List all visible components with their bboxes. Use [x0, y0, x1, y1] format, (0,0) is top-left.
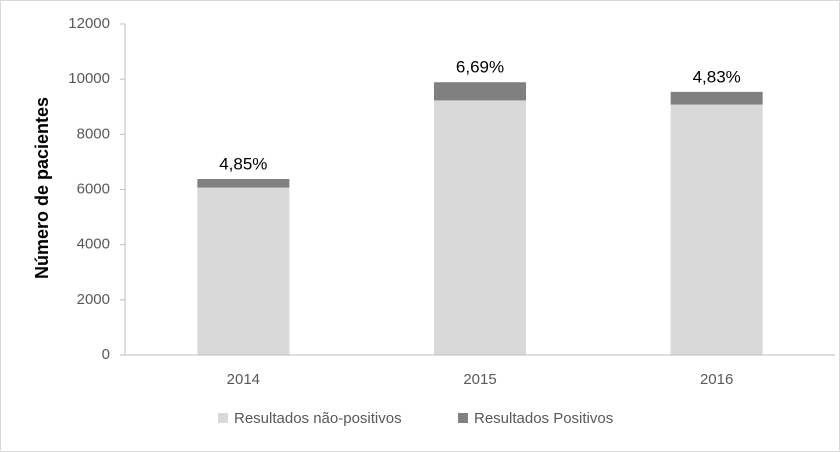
legend-swatch [458, 413, 468, 423]
bar-segment [197, 179, 290, 188]
y-tick-label: 8000 [77, 125, 110, 142]
bar-segment [197, 187, 290, 355]
x-tick-label: 2016 [700, 371, 733, 388]
bar-segment [670, 104, 763, 355]
bar-segment [670, 91, 763, 105]
bar-annotation: 4,85% [219, 155, 267, 174]
y-tick-label: 0 [102, 346, 110, 363]
y-axis-label: Número de pacientes [32, 97, 52, 279]
bar-annotation: 6,69% [456, 58, 504, 77]
x-tick-label: 2015 [463, 371, 496, 388]
y-tick-label: 6000 [77, 180, 110, 197]
bar-segment [434, 82, 526, 101]
y-tick-label: 10000 [68, 70, 110, 87]
bar-annotation: 4,83% [693, 67, 741, 86]
legend-label: Resultados não-positivos [234, 410, 402, 427]
y-tick-label: 2000 [77, 291, 110, 308]
legend-swatch [218, 413, 228, 423]
y-tick-label: 12000 [68, 15, 110, 32]
x-tick-label: 2014 [227, 371, 260, 388]
y-tick-label: 4000 [77, 236, 110, 253]
legend-label: Resultados Positivos [474, 410, 613, 427]
bar-segment [434, 100, 526, 356]
